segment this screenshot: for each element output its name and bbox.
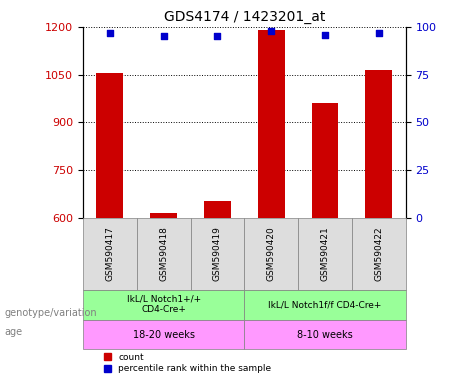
Point <box>267 28 275 34</box>
Text: GSM590422: GSM590422 <box>374 227 383 281</box>
FancyBboxPatch shape <box>83 218 137 290</box>
Text: IkL/L Notch1+/+
CD4-Cre+: IkL/L Notch1+/+ CD4-Cre+ <box>127 295 201 314</box>
Bar <box>204 200 231 218</box>
Bar <box>150 213 177 218</box>
FancyBboxPatch shape <box>83 290 244 319</box>
FancyBboxPatch shape <box>298 218 352 290</box>
Text: 18-20 weeks: 18-20 weeks <box>133 329 195 339</box>
FancyBboxPatch shape <box>244 290 406 319</box>
Text: GSM590421: GSM590421 <box>320 227 330 281</box>
Point <box>375 30 383 36</box>
Text: IkL/L Notch1f/f CD4-Cre+: IkL/L Notch1f/f CD4-Cre+ <box>268 300 382 309</box>
Text: age: age <box>5 327 23 337</box>
Point <box>160 33 167 40</box>
Text: GSM590417: GSM590417 <box>106 227 114 281</box>
FancyBboxPatch shape <box>83 319 244 349</box>
Bar <box>365 70 392 218</box>
Title: GDS4174 / 1423201_at: GDS4174 / 1423201_at <box>164 10 325 25</box>
FancyBboxPatch shape <box>190 218 244 290</box>
Text: genotype/variation: genotype/variation <box>5 308 97 318</box>
Bar <box>258 30 284 218</box>
Bar <box>96 73 123 218</box>
FancyBboxPatch shape <box>244 218 298 290</box>
Point <box>214 33 221 40</box>
Point <box>106 30 113 36</box>
Text: 8-10 weeks: 8-10 weeks <box>297 329 353 339</box>
Text: GSM590418: GSM590418 <box>159 227 168 281</box>
Point <box>321 31 329 38</box>
FancyBboxPatch shape <box>137 218 190 290</box>
Text: GSM590419: GSM590419 <box>213 227 222 281</box>
Legend: count, percentile rank within the sample: count, percentile rank within the sample <box>104 353 271 373</box>
Bar <box>312 103 338 218</box>
Text: GSM590420: GSM590420 <box>267 227 276 281</box>
FancyBboxPatch shape <box>352 218 406 290</box>
FancyBboxPatch shape <box>244 319 406 349</box>
